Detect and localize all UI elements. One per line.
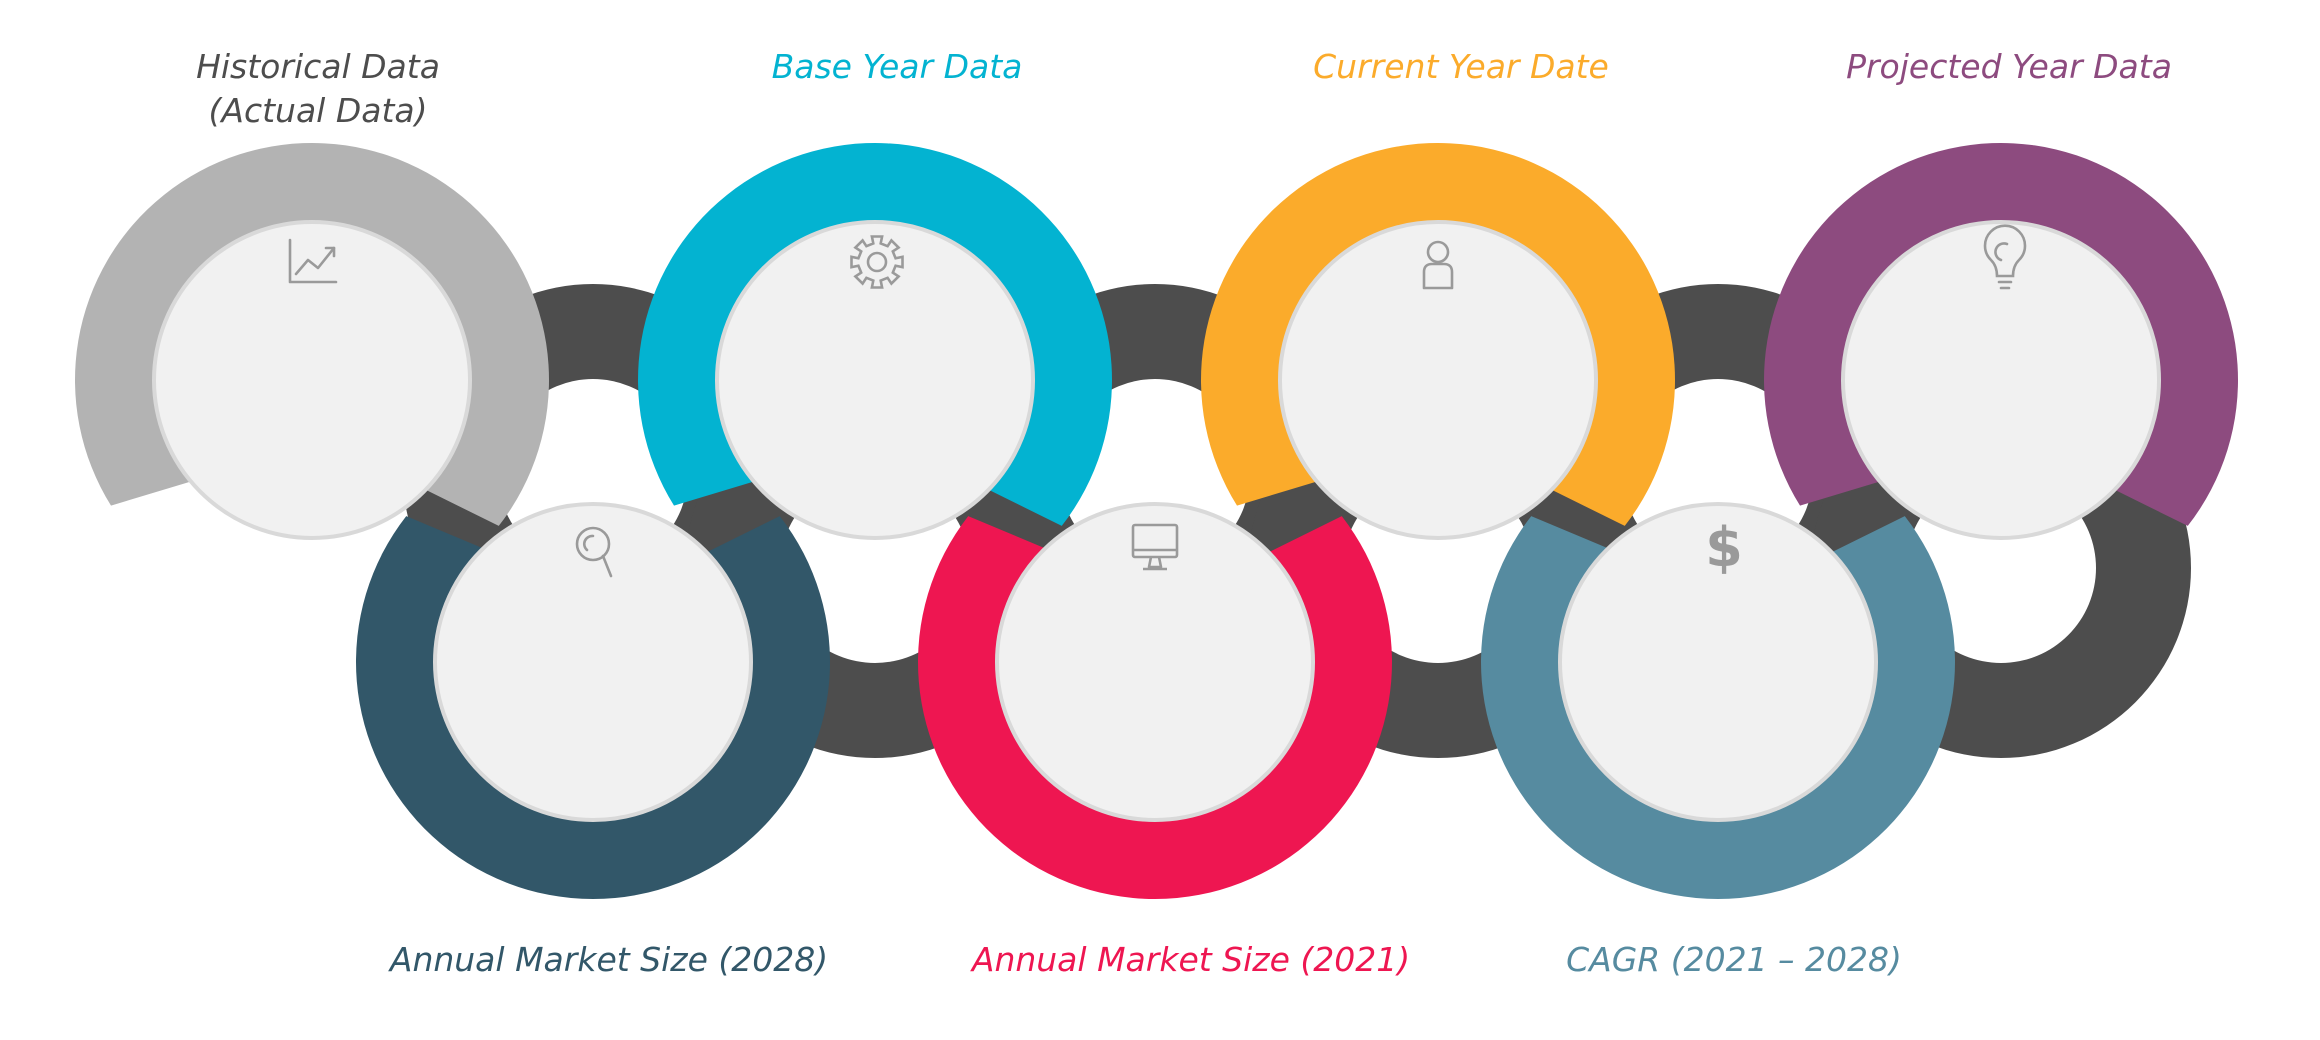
inner-disks [152, 220, 2161, 822]
label-historical-line2: (Actual Data) [208, 91, 428, 130]
label-annual-market-size-2028: Annual Market Size (2028) [390, 938, 828, 982]
top-rings [74, 142, 2239, 526]
magnifier-icon [575, 526, 613, 578]
gear-icon [850, 235, 904, 289]
label-base-year-text: Base Year Data [771, 47, 1023, 86]
label-current-year-text: Current Year Date [1313, 47, 1609, 86]
label-market-2021-text: Annual Market Size (2021) [971, 940, 1411, 979]
inner-disk-historical [152, 220, 472, 540]
inner-disk-projected [1841, 220, 2161, 540]
inner-disk-market-2028 [433, 502, 753, 822]
ring-current-year-date [1200, 142, 1675, 526]
label-projected-year-data: Projected Year Data [1846, 45, 2172, 89]
dollar-icon: $ [1705, 516, 1743, 579]
label-historical-data: Historical Data (Actual Data) [196, 45, 440, 133]
label-market-2028-text: Annual Market Size (2028) [389, 940, 829, 979]
inner-disk-market-2021 [995, 502, 1315, 822]
ring-projected-year-data [1764, 142, 2239, 526]
ring-base-year-data [637, 142, 1112, 526]
lightbulb-icon [1983, 224, 2027, 290]
ring-cagr [1481, 516, 1955, 899]
label-historical-line1: Historical Data [196, 47, 440, 86]
chart-line-icon [288, 238, 338, 284]
label-current-year-date: Current Year Date [1313, 45, 1609, 89]
label-annual-market-size-2021: Annual Market Size (2021) [972, 938, 1410, 982]
monitor-icon [1131, 523, 1179, 571]
label-cagr: CAGR (2021 – 2028) [1566, 938, 1902, 982]
gear-teeth [850, 235, 904, 289]
inner-disk-base-year [715, 220, 1035, 540]
ring-annual-market-size-2028 [355, 516, 830, 899]
inner-disk-cagr [1558, 502, 1878, 822]
user-icon [1422, 240, 1454, 290]
label-base-year-data: Base Year Data [772, 45, 1023, 89]
ring-annual-market-size-2021 [917, 516, 1392, 900]
ring-historical-data [74, 142, 549, 526]
inner-disk-current-year [1278, 220, 1598, 540]
label-projected-year-text: Projected Year Data [1846, 47, 2172, 86]
bottom-rings [355, 516, 1955, 900]
label-cagr-text: CAGR (2021 – 2028) [1566, 940, 1902, 979]
